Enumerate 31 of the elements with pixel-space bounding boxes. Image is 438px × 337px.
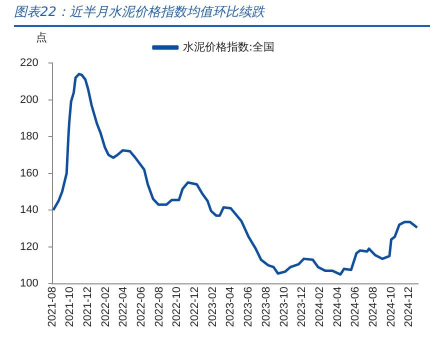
x-tick-label: 2024-08 <box>367 286 380 328</box>
y-tick-label: 140 <box>20 204 38 216</box>
y-tick-label: 100 <box>20 278 38 290</box>
x-tick-label: 2021-12 <box>82 286 94 328</box>
chart-title: 图表22：近半月水泥价格指数均值环比续跌 <box>14 3 430 27</box>
x-tick-label: 2023-12 <box>296 286 308 328</box>
x-tick-label: 2023-08 <box>260 286 272 328</box>
x-tick-label: 2024-06 <box>350 286 362 328</box>
y-tick-label: 200 <box>20 94 38 106</box>
y-axis-title: 点 <box>36 30 47 45</box>
y-tick-label: 120 <box>20 240 38 253</box>
x-tick-label: 2022-04 <box>118 286 130 328</box>
x-tick-label: 2024-04 <box>332 286 344 328</box>
x-tick-label: 2023-10 <box>278 286 290 328</box>
x-tick-label: 2022-02 <box>100 286 112 328</box>
y-tick-label: 160 <box>20 167 38 180</box>
x-tick-label: 2023-04 <box>224 286 237 328</box>
x-tick-label: 2021-10 <box>64 286 76 328</box>
y-tick-label: 180 <box>20 130 38 143</box>
x-tick-label: 2024-02 <box>314 286 326 328</box>
y-tick-label: 220 <box>20 57 38 70</box>
x-tick-label: 2023-02 <box>206 286 219 328</box>
legend-label: 水泥价格指数:全国 <box>182 40 275 54</box>
x-tick-label: 2023-06 <box>242 286 255 328</box>
x-tick-label: 2022-10 <box>171 286 184 328</box>
x-tick-label: 2022-06 <box>136 286 148 328</box>
x-tick-label: 2022-12 <box>189 286 202 328</box>
x-tick-label: 2024-10 <box>385 286 398 328</box>
x-tick-label: 2021-08 <box>46 286 58 328</box>
x-tick-label: 2022-08 <box>153 286 166 328</box>
x-tick-label: 2024-12 <box>403 286 416 328</box>
